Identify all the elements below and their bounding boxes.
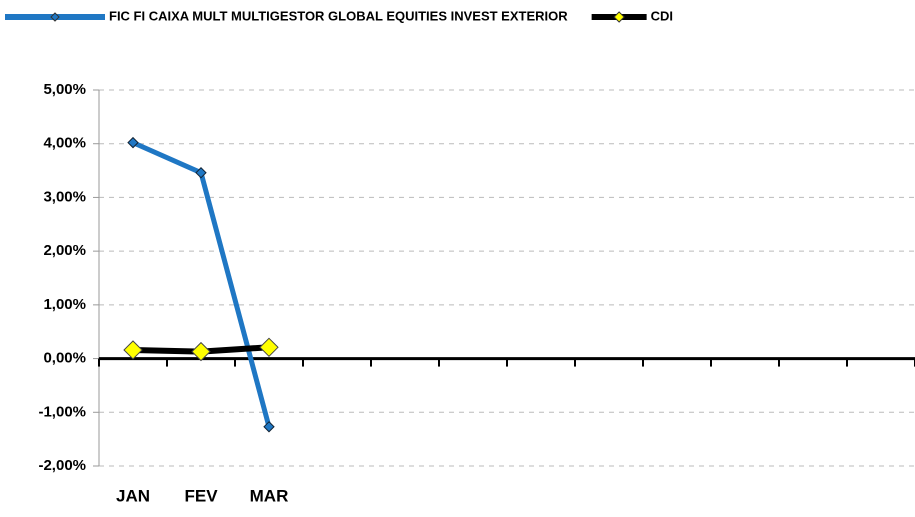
x-tick-label: FEV bbox=[184, 486, 218, 505]
y-tick-label: 3,00% bbox=[43, 188, 86, 205]
point-marker bbox=[127, 136, 139, 149]
y-tick-label: -1,00% bbox=[38, 403, 86, 420]
y-tick-label: 1,00% bbox=[43, 296, 86, 313]
y-tick-label: 0,00% bbox=[43, 350, 86, 367]
legend-marker bbox=[50, 12, 60, 22]
legend-label: FIC FI CAIXA MULT MULTIGESTOR GLOBAL EQU… bbox=[109, 8, 568, 23]
point-marker bbox=[123, 340, 143, 360]
point-marker bbox=[259, 337, 279, 357]
legend-label: CDI bbox=[651, 8, 673, 23]
legend-marker bbox=[613, 11, 625, 23]
point-marker bbox=[191, 341, 211, 362]
y-tick-label: 4,00% bbox=[43, 135, 86, 152]
y-tick-label: -2,00% bbox=[38, 457, 86, 474]
x-tick-label: MAR bbox=[250, 486, 289, 505]
x-tick-label: JAN bbox=[116, 486, 150, 505]
point-marker bbox=[263, 421, 275, 433]
point-marker bbox=[195, 167, 207, 179]
y-tick-label: 5,00% bbox=[43, 81, 86, 98]
y-tick-label: 2,00% bbox=[43, 242, 86, 259]
series-line bbox=[131, 140, 272, 428]
